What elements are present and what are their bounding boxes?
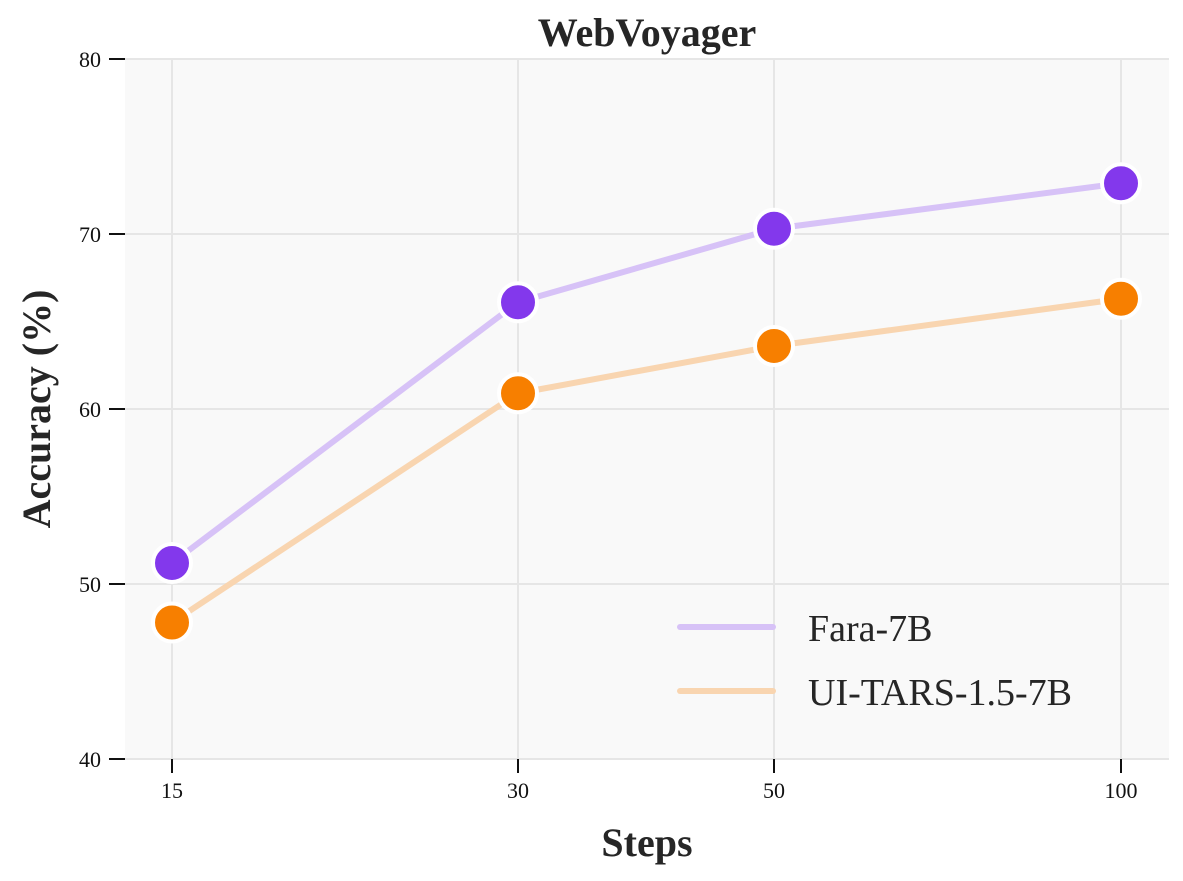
y-tick-label: 80 xyxy=(79,47,101,72)
legend-label: UI-TARS-1.5-7B xyxy=(808,672,1072,714)
series-line xyxy=(170,295,1122,626)
legend: Fara-7B UI-TARS-1.5-7B xyxy=(677,608,1072,714)
y-tick-label: 60 xyxy=(79,397,101,422)
x-axis-label: Steps xyxy=(601,820,692,865)
chart-title: WebVoyager xyxy=(538,10,757,55)
data-point-marker xyxy=(497,281,539,324)
data-point-marker xyxy=(1100,162,1142,205)
series-line xyxy=(170,180,1122,566)
data-point-marker xyxy=(753,207,795,250)
axes: 40 50 60 70 80 15 30 50 100 xyxy=(79,47,1138,803)
data-point-marker xyxy=(1100,277,1142,320)
data-point-marker xyxy=(753,325,795,367)
legend-label: Fara-7B xyxy=(808,608,933,650)
y-tick-label: 50 xyxy=(79,572,101,597)
x-tick-label: 30 xyxy=(507,778,529,803)
y-axis-label: Accuracy (%) xyxy=(14,290,59,529)
y-tick-label: 40 xyxy=(79,747,101,772)
data-series xyxy=(151,162,1142,644)
x-tick-label: 100 xyxy=(1105,778,1138,803)
data-point-marker xyxy=(151,542,193,584)
x-tick-label: 50 xyxy=(763,778,785,803)
data-point-marker xyxy=(497,372,539,415)
x-tick-label: 15 xyxy=(161,778,183,803)
data-point-marker xyxy=(151,601,193,644)
y-tick-label: 70 xyxy=(79,222,101,247)
